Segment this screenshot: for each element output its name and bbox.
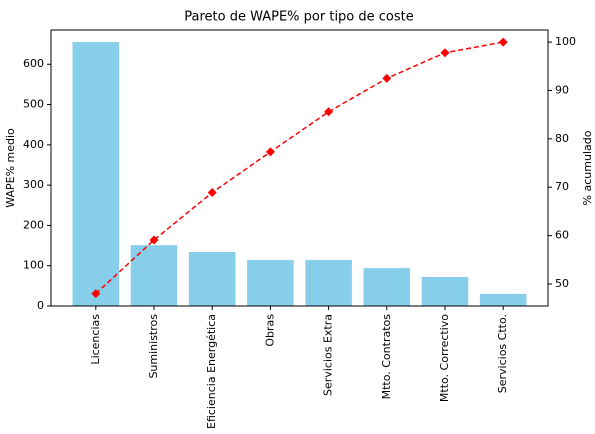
marker [91, 289, 101, 299]
bar [247, 260, 294, 306]
bar [305, 260, 352, 306]
cumulative-line [95, 41, 504, 295]
chart-title: Pareto de WAPE% por tipo de coste [184, 10, 414, 25]
marker [149, 235, 159, 245]
x-tick-label: Mtto. Correctivo [438, 314, 451, 402]
y2-tick-label: 90 [555, 83, 569, 96]
x-tick-label: Servicios Extra [322, 314, 335, 396]
y-tick-label: 400 [23, 138, 44, 151]
bar [363, 268, 411, 306]
x-tick-label: Servicios Ctto. [496, 314, 509, 393]
bar [421, 276, 469, 306]
y2-tick-label: 100 [555, 35, 576, 48]
y2-tick-label: 60 [555, 229, 569, 242]
x-tick-label: Suministros [147, 314, 160, 379]
bar [479, 293, 527, 306]
x-tick-label: Mtto. Contratos [380, 314, 393, 400]
y-tick-label: 0 [37, 299, 44, 312]
marker [440, 48, 450, 58]
bar [72, 42, 120, 307]
marker [324, 107, 334, 117]
marker [207, 188, 217, 198]
y-tick-label: 300 [23, 178, 44, 191]
marker [498, 37, 508, 47]
marker [382, 73, 392, 83]
y-tick-label: 100 [23, 259, 44, 272]
y2-tick-label: 80 [555, 132, 569, 145]
y-tick-label: 600 [23, 57, 44, 70]
y2-axis-label: % acumulado [581, 130, 594, 205]
bar [188, 252, 236, 306]
marker [265, 147, 275, 157]
x-tick-label: Eficiencia Energética [205, 314, 218, 429]
x-tick-label: Obras [263, 314, 276, 347]
y-axis-label: WAPE% medio [4, 128, 17, 208]
y-tick-label: 200 [23, 218, 44, 231]
y2-tick-label: 70 [555, 180, 569, 193]
y-tick-label: 500 [23, 98, 44, 111]
x-tick-label: Licencias [89, 314, 102, 365]
plot-frame [50, 29, 549, 307]
y2-tick-label: 50 [555, 277, 569, 290]
